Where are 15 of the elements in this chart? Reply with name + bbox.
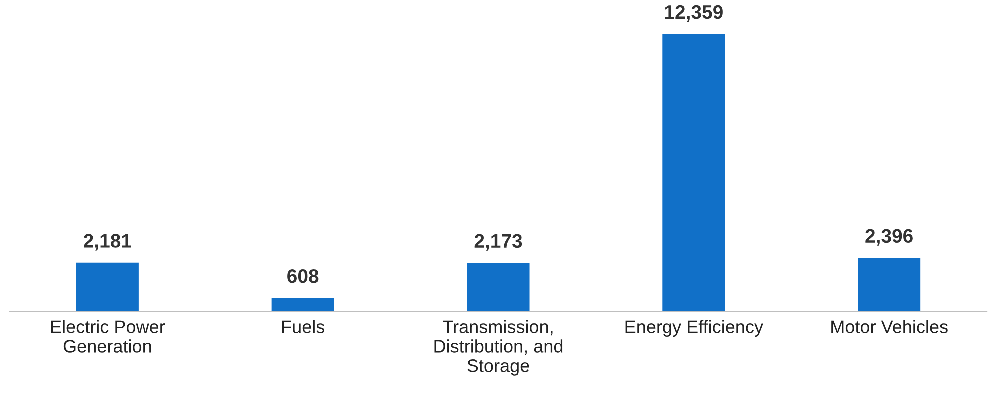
data-label: 2,173 (474, 234, 522, 251)
data-label: 608 (288, 269, 319, 284)
x-tick-label: Fuels (282, 320, 325, 334)
bar (662, 34, 726, 312)
data-label: 12,359 (665, 5, 723, 22)
x-tick-label: Transmission, Distribution, and Storage (434, 320, 563, 376)
data-label: 2,396 (866, 229, 913, 246)
bar (858, 258, 921, 312)
x-tick-label: Motor Vehicles (832, 320, 948, 334)
data-label: 2,181 (84, 234, 132, 251)
x-tick-label: Electric Power Generation (51, 320, 166, 353)
x-tick-label: Energy Efficiency (626, 320, 764, 338)
bar (467, 263, 530, 312)
bar (76, 262, 139, 312)
bar (272, 298, 334, 312)
